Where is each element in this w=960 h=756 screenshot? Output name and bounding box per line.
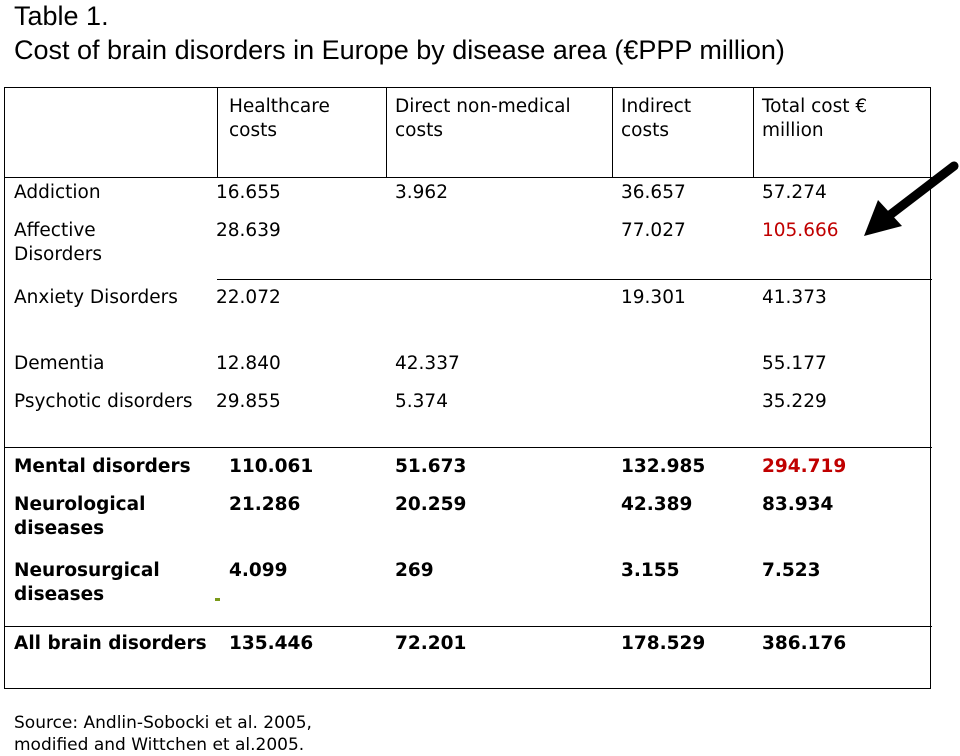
row-label: Neurosurgical diseases: [14, 559, 160, 607]
table-cell: 20.259: [395, 494, 467, 515]
table-cell: 178.529: [621, 633, 706, 654]
table-cell: 110.061: [229, 456, 314, 477]
header-divider: [753, 88, 754, 177]
column-header-text: Healthcare: [229, 96, 330, 117]
table-cell: 51.673: [395, 456, 467, 477]
row-divider: [217, 279, 932, 280]
table-cell: 55.177: [762, 353, 827, 374]
row-label-text: diseases: [14, 584, 105, 605]
row-label: Mental disorders: [14, 455, 191, 479]
row-label-text: Dementia: [14, 353, 105, 374]
column-header-text: costs: [621, 120, 670, 141]
table-cell: 21.286: [229, 494, 301, 515]
table-cell: 19.301: [621, 287, 686, 308]
row-label-text: Neurosurgical: [14, 560, 160, 581]
table-cell: 5.374: [395, 391, 448, 412]
row-label: Neurological diseases: [14, 493, 145, 541]
source-line-2: modified and Wittchen et al.2005.: [14, 735, 305, 755]
table-cell: 3.155: [621, 560, 680, 581]
table-cell: 269: [395, 560, 434, 581]
column-header-text: costs: [229, 120, 278, 141]
source-note: Source: Andlin-Sobocki et al. 2005, modi…: [14, 712, 312, 756]
row-label: Anxiety Disorders: [14, 286, 178, 310]
table-cell: 105.666: [762, 220, 839, 241]
column-header: Indirect costs: [621, 95, 691, 143]
table-cell: 132.985: [621, 456, 706, 477]
row-divider: [5, 447, 932, 448]
column-header-text: Direct non-medical: [395, 96, 571, 117]
table-cell: 28.639: [216, 220, 281, 241]
table-cell: 41.373: [762, 287, 827, 308]
column-header-text: costs: [395, 120, 444, 141]
row-label-text: Psychotic disorders: [14, 391, 193, 412]
slide-marker: [215, 598, 220, 601]
table-cell: 22.072: [216, 287, 281, 308]
table-caption: Cost of brain disorders in Europe by dis…: [14, 35, 785, 65]
table-cell: 42.337: [395, 353, 460, 374]
row-label-text: Mental disorders: [14, 456, 191, 477]
column-header-text: million: [762, 120, 824, 141]
row-label-text: Neurological: [14, 494, 146, 515]
row-label-text: Disorders: [14, 244, 102, 265]
column-header: Total cost € million: [762, 95, 867, 143]
header-divider: [386, 88, 387, 177]
header-divider: [612, 88, 613, 177]
column-header: Healthcare costs: [229, 95, 330, 143]
table-title: Table 1.: [14, 1, 109, 31]
table-cell: 4.099: [229, 560, 288, 581]
table-cell: 135.446: [229, 633, 314, 654]
source-line-1: Source: Andlin-Sobocki et al. 2005,: [14, 713, 312, 733]
row-label-text: Anxiety Disorders: [14, 287, 178, 308]
table-cell: 294.719: [762, 456, 847, 477]
row-label-text: diseases: [14, 518, 105, 539]
header-divider: [217, 88, 218, 177]
row-label-text: All brain disorders: [14, 633, 207, 654]
row-label: Psychotic disorders: [14, 390, 193, 414]
row-label: All brain disorders: [14, 632, 207, 656]
table-cell: 42.389: [621, 494, 693, 515]
row-divider: [5, 177, 932, 178]
row-label: Dementia: [14, 352, 105, 376]
column-header-text: Total cost €: [762, 96, 868, 117]
table-cell: 77.027: [621, 220, 686, 241]
table-cell: 16.655: [216, 182, 281, 203]
table-cell: 7.523: [762, 560, 821, 581]
table-grid: [4, 87, 932, 689]
row-label: Addiction: [14, 181, 101, 205]
row-label: Affective Disorders: [14, 219, 102, 267]
table-cell: 35.229: [762, 391, 827, 412]
row-label-text: Affective: [14, 220, 96, 241]
table-cell: 36.657: [621, 182, 686, 203]
table-cell: 3.962: [395, 182, 448, 203]
column-header: Direct non-medical costs: [395, 95, 571, 143]
table-cell: 29.855: [216, 391, 281, 412]
table-cell: 386.176: [762, 633, 847, 654]
column-header-text: Indirect: [621, 96, 692, 117]
table-cell: 72.201: [395, 633, 467, 654]
row-label-text: Addiction: [14, 182, 101, 203]
table-cell: 12.840: [216, 353, 281, 374]
table-cell: 83.934: [762, 494, 834, 515]
row-divider: [5, 626, 932, 627]
arrow-pointer-icon: [864, 161, 959, 236]
table-cell: 57.274: [762, 182, 827, 203]
